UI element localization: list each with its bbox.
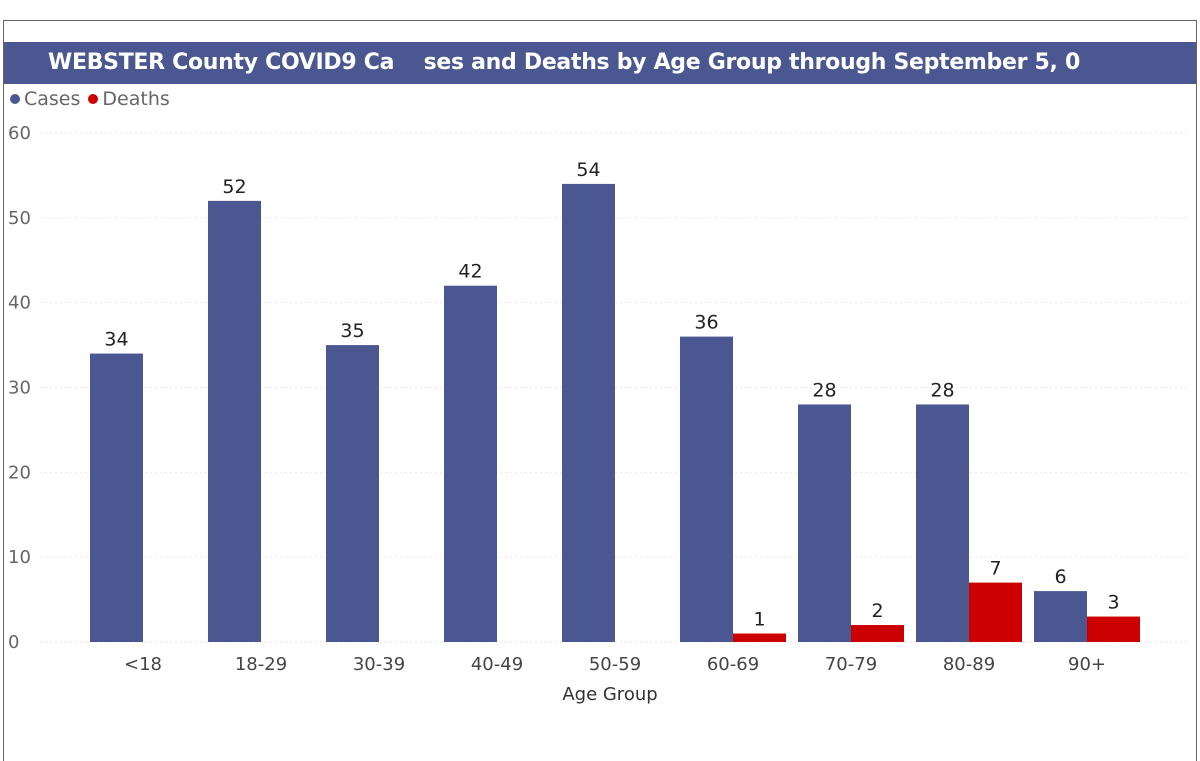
data-label-cases: 36 bbox=[694, 312, 718, 334]
bar-cases bbox=[562, 183, 615, 642]
bar-cases bbox=[90, 353, 143, 642]
data-label-cases: 6 bbox=[1054, 566, 1066, 588]
bar-cases bbox=[326, 345, 379, 642]
x-tick-label: 18-29 bbox=[235, 654, 287, 675]
y-tick-label: 10 bbox=[8, 547, 31, 568]
chart-title: WEBSTER County COVID9 Ca ses and Deaths … bbox=[48, 50, 1080, 75]
bar-deaths bbox=[851, 625, 904, 642]
x-tick-label: 50-59 bbox=[589, 654, 641, 675]
y-tick-label: 30 bbox=[8, 378, 31, 399]
bar-cases bbox=[680, 336, 733, 642]
y-tick-label: 40 bbox=[8, 293, 31, 314]
bar-deaths bbox=[733, 633, 786, 642]
y-tick-label: 60 bbox=[8, 123, 31, 144]
data-label-cases: 28 bbox=[812, 379, 836, 401]
data-label-deaths: 3 bbox=[1107, 592, 1119, 614]
data-label-cases: 52 bbox=[222, 176, 246, 198]
x-tick-label: 40-49 bbox=[471, 654, 523, 675]
chart-frame bbox=[3, 20, 1197, 761]
legend: Cases Deaths bbox=[10, 88, 170, 110]
y-tick-label: 50 bbox=[8, 208, 31, 229]
data-label-cases: 35 bbox=[340, 320, 364, 342]
bar-cases bbox=[916, 404, 969, 642]
x-tick-label: 80-89 bbox=[943, 654, 995, 675]
legend-deaths-label: Deaths bbox=[102, 88, 170, 110]
data-label-cases: 42 bbox=[458, 261, 482, 283]
y-tick-label: 20 bbox=[8, 462, 31, 483]
x-tick-label: <18 bbox=[124, 654, 162, 675]
bar-deaths bbox=[969, 582, 1022, 642]
bar-deaths bbox=[1087, 616, 1140, 642]
x-tick-label: 30-39 bbox=[353, 654, 405, 675]
title-band bbox=[4, 42, 1196, 84]
legend-cases-marker bbox=[10, 94, 20, 104]
data-label-cases: 54 bbox=[576, 159, 600, 181]
x-tick-label: 90+ bbox=[1068, 654, 1106, 675]
data-label-deaths: 1 bbox=[753, 609, 765, 631]
x-axis-title: Age Group bbox=[562, 684, 658, 705]
y-tick-label: 0 bbox=[8, 632, 19, 653]
data-label-cases: 34 bbox=[104, 329, 128, 351]
bar-cases bbox=[444, 285, 497, 642]
legend-deaths-marker bbox=[88, 94, 99, 104]
x-tick-label: 70-79 bbox=[825, 654, 877, 675]
bar-cases bbox=[798, 404, 851, 642]
bar-cases bbox=[1034, 591, 1087, 642]
x-tick-label: 60-69 bbox=[707, 654, 759, 675]
data-label-deaths: 2 bbox=[871, 600, 883, 622]
bar-cases bbox=[208, 200, 261, 642]
legend-cases-label: Cases bbox=[24, 88, 81, 110]
data-label-cases: 28 bbox=[930, 379, 954, 401]
data-label-deaths: 7 bbox=[989, 558, 1001, 580]
